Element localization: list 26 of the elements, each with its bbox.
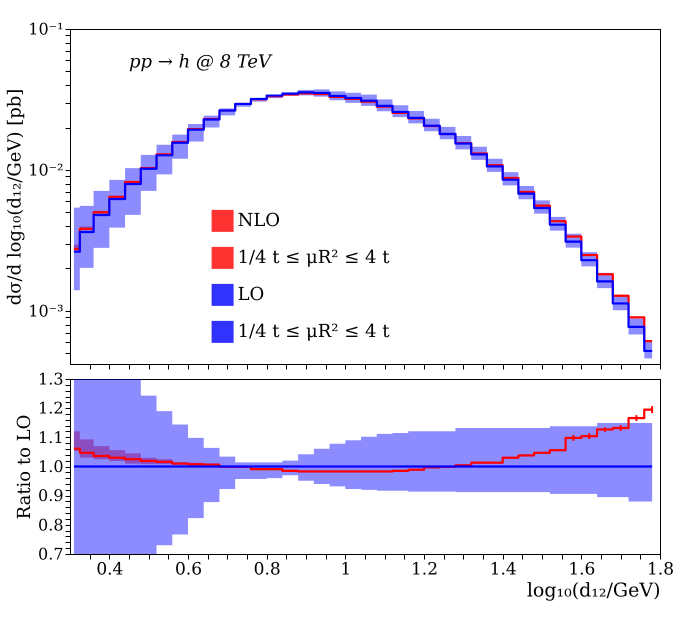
annotation: pp → h @ 8 TeV xyxy=(129,52,274,72)
x-tick-label: 1.8 xyxy=(646,560,674,580)
y-tick-label: 10⁻¹ xyxy=(28,20,64,38)
y-tick-label: 10⁻³ xyxy=(28,301,64,320)
y-tick-label: 1.3 xyxy=(38,370,64,388)
x-tick-label: 1.4 xyxy=(490,560,517,580)
x-tick-label: 0.4 xyxy=(96,560,124,580)
x-tick-label: 1.6 xyxy=(568,560,596,580)
x-axis-title: log₁₀(d₁₂/GeV) xyxy=(526,580,660,602)
y-tick-label: 1.1 xyxy=(38,428,64,447)
y-axis-title: dσ/d log₁₀(d₁₂/GeV) [pb] xyxy=(4,88,26,306)
legend-label: LO xyxy=(238,284,264,305)
y-axis-title: Ratio to LO xyxy=(14,414,36,520)
y-tick-label: 1.2 xyxy=(38,398,64,418)
annotation: 1/4 t ≤ μR² ≤ 4 t xyxy=(238,320,390,342)
x-tick-label: 0.8 xyxy=(254,560,281,580)
y-tick-label: 0.8 xyxy=(38,515,64,534)
y-tick-label: 0.7 xyxy=(38,544,64,564)
x-tick-label: 1 xyxy=(340,560,352,580)
annotation: 1/4 t ≤ μR² ≤ 4 t xyxy=(238,246,390,268)
y-tick-label: 1.0 xyxy=(38,457,64,476)
x-tick-label: 0.6 xyxy=(174,560,202,580)
y-tick-label: 10⁻² xyxy=(28,160,64,180)
y-tick-label: 0.9 xyxy=(38,486,64,506)
x-tick-label: 1.2 xyxy=(410,560,438,580)
legend-label: NLO xyxy=(238,210,280,231)
